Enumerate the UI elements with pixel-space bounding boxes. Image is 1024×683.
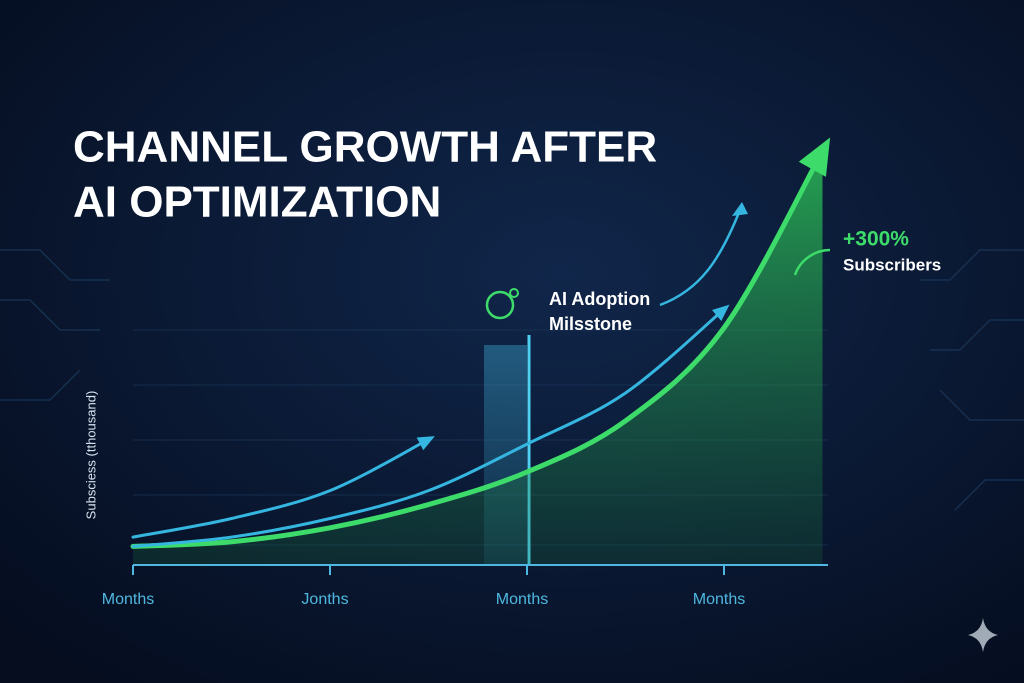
sparkle-icon: [968, 618, 998, 652]
milestone-label: AI Adoption: [549, 289, 650, 309]
x-tick-label: Months: [102, 591, 154, 608]
series-line: [131, 437, 430, 539]
plot: AI Adoption Milsstone Months Jonths Months Mo…: [102, 137, 831, 608]
x-tick-label: Months: [693, 591, 745, 608]
decor-arrowhead: [732, 202, 748, 216]
chart-title: AI OPTIMIZATION: [73, 178, 441, 227]
milestone-icon: [485, 290, 515, 320]
callout-value: +300%: [843, 228, 909, 251]
decor-arrow: [659, 209, 742, 307]
chart-title: CHANNEL GROWTH AFTER: [73, 123, 657, 172]
decor-arrow: [793, 248, 831, 276]
arrowhead: [798, 137, 831, 177]
milestone-icon-gear: [509, 288, 519, 298]
circuit-decoration: [0, 249, 1024, 511]
y-axis-label: Subsciess (tthousand): [83, 391, 98, 520]
series-line: [131, 307, 726, 548]
arrowhead: [712, 304, 730, 321]
series-line: [130, 148, 825, 549]
x-tick-label: Jonths: [301, 591, 348, 608]
callout-label: Subscribers: [843, 255, 941, 274]
series-area: [133, 151, 823, 565]
milestone-label: Milsstone: [549, 314, 632, 334]
arrowhead: [416, 436, 435, 451]
x-tick-label: Months: [496, 591, 548, 608]
